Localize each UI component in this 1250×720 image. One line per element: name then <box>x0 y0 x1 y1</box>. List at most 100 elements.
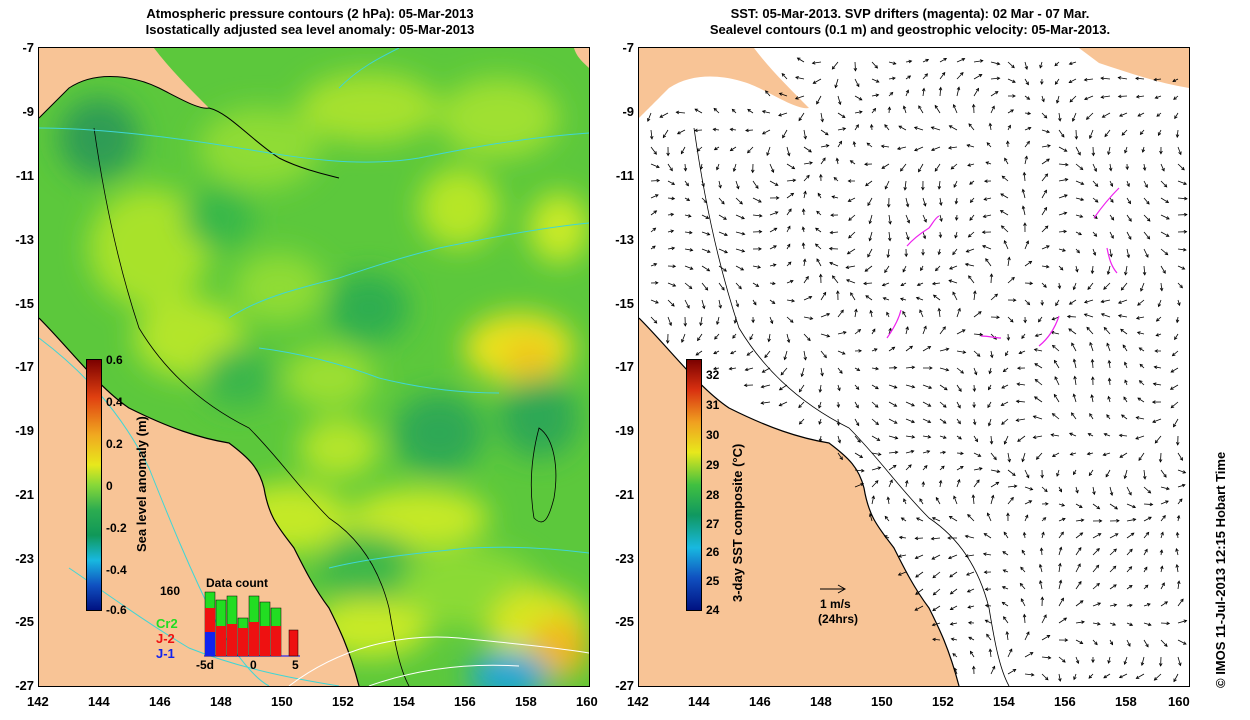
velocity-arrow <box>1003 531 1009 539</box>
velocity-arrow <box>716 163 720 170</box>
velocity-arrow-head <box>1138 347 1143 351</box>
velocity-arrow-head <box>1104 133 1108 138</box>
right-ytick-4: -15 <box>615 296 634 311</box>
velocity-arrow <box>1121 414 1128 420</box>
velocity-arrow-head <box>1072 393 1077 398</box>
velocity-arrow-head <box>1021 549 1026 554</box>
velocity-arrow-head <box>928 385 933 389</box>
velocity-arrow-head <box>1002 368 1007 373</box>
velocity-arrow-head <box>1106 414 1110 418</box>
velocity-arrow-head <box>1062 248 1066 252</box>
velocity-arrow <box>968 275 975 284</box>
velocity-arrow <box>820 157 826 165</box>
velocity-arrow <box>1038 316 1043 323</box>
velocity-arrow-head <box>983 570 988 574</box>
velocity-arrow <box>701 248 711 253</box>
velocity-arrow-head <box>1087 286 1091 290</box>
velocity-arrow-head <box>1027 126 1032 131</box>
velocity-arrow <box>820 145 829 148</box>
velocity-arrow <box>1035 333 1043 337</box>
velocity-arrow-head <box>1117 94 1122 99</box>
velocity-arrow <box>730 146 737 151</box>
velocity-arrow <box>1158 299 1162 307</box>
velocity-arrow-head <box>1058 579 1063 584</box>
velocity-arrow-head <box>703 199 708 204</box>
velocity-arrow-head <box>671 246 676 251</box>
velocity-arrow <box>1034 363 1043 369</box>
velocity-arrow <box>905 89 909 97</box>
velocity-arrow-head <box>732 335 736 339</box>
velocity-arrow <box>1160 639 1168 647</box>
velocity-arrow <box>1020 583 1026 590</box>
velocity-arrow <box>1143 214 1151 222</box>
velocity-arrow <box>1126 604 1133 607</box>
velocity-arrow <box>1019 350 1026 354</box>
velocity-arrow-head <box>1094 215 1098 219</box>
velocity-arrow <box>735 282 742 289</box>
velocity-arrow-head <box>875 385 879 390</box>
velocity-arrow <box>786 179 796 182</box>
velocity-arrow-head <box>957 404 961 409</box>
velocity-arrow <box>986 634 992 641</box>
sst-velocity-map[interactable] <box>638 47 1190 687</box>
velocity-arrow <box>973 88 979 97</box>
velocity-arrow <box>769 316 773 324</box>
velocity-arrow <box>1051 331 1060 335</box>
velocity-arrow <box>973 467 983 471</box>
velocity-arrow-head <box>1015 418 1020 422</box>
velocity-arrow-head <box>1009 648 1013 653</box>
velocity-arrow <box>884 535 890 539</box>
velocity-arrow <box>989 367 992 374</box>
velocity-arrow <box>848 231 856 239</box>
velocity-arrow <box>1136 416 1145 420</box>
velocity-arrow <box>1118 77 1128 80</box>
velocity-arrow-head <box>1039 64 1043 69</box>
right-ytick-0: -7 <box>622 40 634 55</box>
velocity-arrow-head <box>1080 518 1085 523</box>
velocity-arrow <box>1040 548 1043 556</box>
velocity-arrow-head <box>1015 399 1020 404</box>
velocity-arrow <box>1124 362 1128 369</box>
velocity-arrow <box>869 214 873 224</box>
velocity-arrow <box>667 197 675 200</box>
velocity-arrow <box>922 465 928 471</box>
velocity-arrow-head <box>969 217 973 221</box>
velocity-arrow <box>922 214 927 223</box>
velocity-arrow <box>888 346 895 352</box>
velocity-arrow-head <box>1117 314 1122 318</box>
velocity-arrow <box>769 245 777 250</box>
velocity-arrow-head <box>927 403 932 407</box>
velocity-arrow <box>1106 414 1111 420</box>
velocity-arrow <box>1092 163 1097 172</box>
velocity-arrow <box>846 279 856 284</box>
velocity-arrow-head <box>996 61 1001 66</box>
velocity-arrow <box>1109 604 1117 607</box>
left-xtick-7: 156 <box>454 694 476 709</box>
velocity-arrow-head <box>1153 77 1158 82</box>
shelf-contour-right <box>693 127 1010 686</box>
velocity-arrow <box>990 61 1000 65</box>
velocity-arrow <box>837 384 841 391</box>
velocity-arrow-head <box>1100 95 1105 99</box>
velocity-arrow-head <box>914 147 918 152</box>
velocity-arrow-head <box>958 436 962 440</box>
velocity-arrow <box>931 537 941 540</box>
velocity-arrow-head <box>860 482 865 487</box>
data-count-max: 160 <box>160 584 181 598</box>
velocity-arrow <box>1139 364 1145 369</box>
velocity-arrow-head <box>902 105 907 110</box>
velocity-arrow <box>884 124 890 131</box>
velocity-arrow-head <box>786 339 791 344</box>
velocity-arrow <box>837 112 846 118</box>
velocity-arrow-head <box>1159 549 1164 554</box>
velocity-arrow <box>780 367 788 376</box>
velocity-arrow <box>1058 194 1068 199</box>
velocity-arrow <box>1160 515 1166 522</box>
sea-level-anomaly-map[interactable] <box>38 47 590 687</box>
velocity-arrow-head <box>889 91 894 96</box>
velocity-arrow-head <box>1163 474 1167 478</box>
velocity-arrow <box>735 197 743 205</box>
right-ytick-7: -21 <box>615 487 634 502</box>
velocity-arrow-head <box>920 267 924 272</box>
velocity-arrow-head <box>949 266 953 270</box>
